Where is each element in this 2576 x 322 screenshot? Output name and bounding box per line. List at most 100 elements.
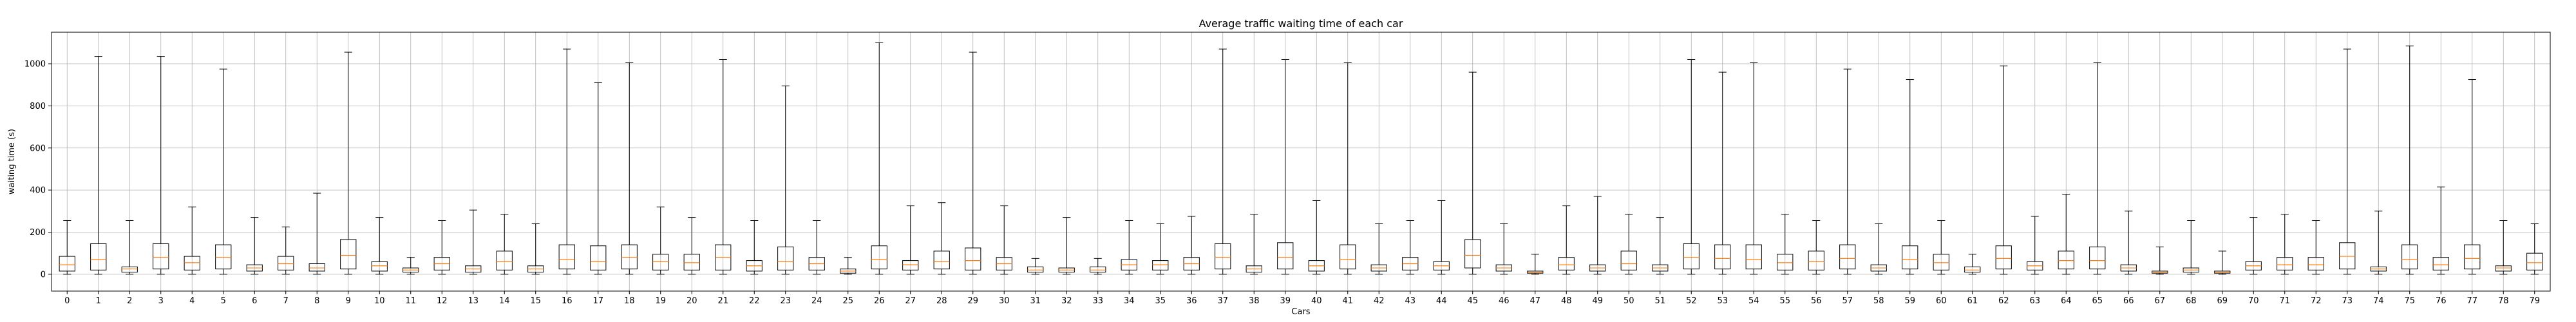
box-car-41 [1340, 62, 1356, 275]
box-car-25 [840, 257, 857, 275]
iqr-box [1620, 251, 1637, 270]
box-car-30 [996, 205, 1012, 275]
iqr-box [2526, 252, 2543, 270]
box-car-34 [1121, 220, 1137, 275]
x-tick-label: 14 [499, 296, 510, 306]
box-car-77 [2464, 79, 2481, 275]
box-car-69 [2214, 251, 2231, 275]
x-tick-label: 29 [967, 296, 978, 306]
x-tick-label: 13 [468, 296, 478, 306]
box-car-1 [90, 56, 107, 275]
box-car-62 [1995, 65, 2012, 275]
box-car-10 [371, 217, 388, 275]
x-tick-label: 17 [592, 296, 603, 306]
box-car-49 [1589, 196, 1606, 275]
x-tick-label: 12 [437, 296, 448, 306]
x-tick-label: 64 [2061, 296, 2072, 306]
iqr-box [1808, 251, 1824, 270]
box-car-50 [1620, 214, 1637, 275]
box-car-47 [1527, 254, 1544, 275]
box-car-58 [1870, 223, 1887, 275]
x-tick-label: 54 [1748, 296, 1759, 306]
iqr-box [871, 245, 887, 270]
box-car-35 [1152, 223, 1169, 275]
x-tick-label: 45 [1467, 296, 1478, 306]
box-car-53 [1714, 71, 1731, 275]
box-car-61 [1964, 254, 1981, 275]
x-tick-label: 42 [1374, 296, 1385, 306]
iqr-box [902, 260, 919, 270]
x-tick-label: 74 [2373, 296, 2384, 306]
box-car-63 [2027, 216, 2043, 275]
x-tick-label: 43 [1405, 296, 1416, 306]
x-tick-label: 41 [1342, 296, 1353, 306]
box-car-38 [1245, 214, 1262, 275]
box-car-44 [1433, 200, 1450, 275]
x-tick-label: 23 [780, 296, 791, 306]
x-tick-label: 1 [96, 296, 101, 306]
iqr-box [2089, 246, 2106, 270]
box-car-24 [808, 220, 825, 275]
box-car-59 [1902, 79, 1918, 275]
x-tick-label: 18 [624, 296, 635, 306]
box-car-65 [2089, 62, 2106, 275]
x-tick-label: 25 [842, 296, 853, 306]
iqr-box [340, 239, 357, 270]
box-car-15 [527, 223, 544, 275]
box-car-11 [402, 257, 419, 275]
x-tick-label: 27 [905, 296, 916, 306]
x-tick-label: 44 [1436, 296, 1447, 306]
box-car-70 [2245, 217, 2262, 275]
box-car-68 [2183, 220, 2199, 275]
x-tick-label: 36 [1186, 296, 1197, 306]
box-car-60 [1933, 220, 1949, 275]
x-tick-label: 69 [2217, 296, 2228, 306]
iqr-box [2307, 257, 2324, 270]
x-tick-label: 3 [158, 296, 164, 306]
x-tick-label: 40 [1311, 296, 1322, 306]
iqr-box [278, 256, 294, 270]
box-car-67 [2152, 246, 2168, 275]
x-tick-label: 22 [749, 296, 760, 306]
x-tick-label: 71 [2279, 296, 2290, 306]
iqr-box [1933, 254, 1949, 270]
iqr-box [1464, 239, 1481, 269]
x-tick-label: 31 [1030, 296, 1041, 306]
box-car-36 [1183, 216, 1200, 275]
y-axis-label: waiting time (s) [7, 129, 17, 194]
y-tick-label: 600 [30, 144, 46, 153]
iqr-box [933, 251, 950, 270]
box-car-3 [153, 56, 169, 275]
iqr-box [371, 261, 388, 272]
iqr-box [215, 244, 232, 270]
x-tick-label: 38 [1249, 296, 1260, 306]
box-car-48 [1558, 205, 1575, 275]
x-tick-label: 26 [874, 296, 885, 306]
x-tick-label: 50 [1624, 296, 1634, 306]
y-tick-label: 0 [41, 270, 46, 279]
x-tick-label: 72 [2311, 296, 2322, 306]
x-tick-label: 28 [936, 296, 947, 306]
box-car-76 [2432, 186, 2449, 275]
box-car-45 [1464, 71, 1481, 275]
iqr-box [2464, 244, 2481, 270]
box-car-17 [590, 82, 607, 275]
x-tick-label: 10 [374, 296, 385, 306]
x-tick-label: 16 [562, 296, 573, 306]
x-tick-label: 35 [1155, 296, 1166, 306]
box-car-9 [340, 52, 357, 275]
box-car-33 [1090, 258, 1106, 275]
box-car-72 [2307, 220, 2324, 275]
iqr-box [2058, 251, 2074, 270]
x-tick-label: 79 [2529, 296, 2540, 306]
x-tick-label: 48 [1561, 296, 1572, 306]
box-car-18 [621, 62, 638, 275]
box-car-23 [777, 85, 794, 275]
box-car-79 [2526, 223, 2543, 275]
iqr-box [1902, 245, 1918, 270]
box-car-31 [1027, 258, 1044, 275]
box-car-20 [683, 217, 700, 275]
iqr-box [496, 251, 513, 270]
